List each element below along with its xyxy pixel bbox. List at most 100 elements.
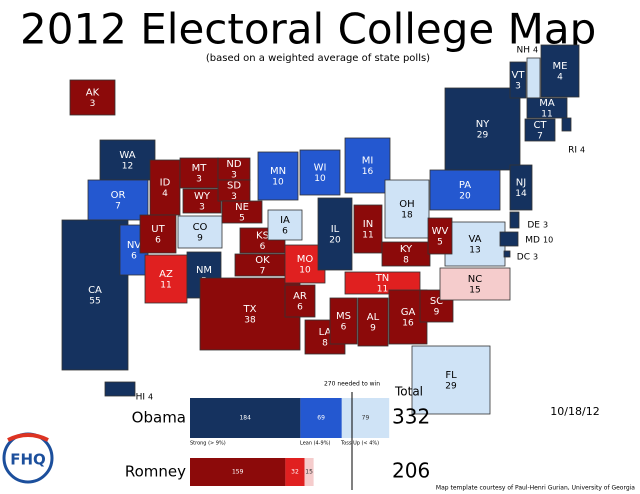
state-ev: 20 bbox=[459, 192, 471, 202]
state bbox=[199, 277, 301, 351]
state-ev: 8 bbox=[403, 256, 409, 266]
state-abbr: ID bbox=[160, 178, 171, 189]
state-ev: 3 bbox=[533, 253, 538, 262]
state-ev: 7 bbox=[260, 267, 266, 277]
tally-value: 79 bbox=[362, 415, 370, 422]
state bbox=[61, 219, 129, 371]
state-abbr: GA bbox=[401, 307, 416, 318]
state-ev: 16 bbox=[402, 319, 414, 329]
state-ev: 9 bbox=[197, 234, 203, 244]
state-abbr: SD bbox=[227, 181, 241, 192]
logo-swoosh bbox=[7, 433, 49, 442]
state-ev: 6 bbox=[297, 303, 303, 313]
state-ev: 4 bbox=[162, 189, 168, 199]
state-abbr: AK bbox=[86, 88, 100, 99]
state bbox=[344, 137, 391, 194]
state-abbr: TN bbox=[375, 273, 390, 284]
state-abbr: IA bbox=[280, 215, 290, 226]
state-abbr: VT bbox=[512, 70, 526, 81]
state-ev: 20 bbox=[329, 236, 341, 246]
state bbox=[139, 214, 177, 254]
state-ev: 55 bbox=[89, 297, 100, 307]
subtitle: (based on a weighted average of state po… bbox=[206, 53, 430, 64]
state bbox=[317, 197, 353, 271]
state bbox=[144, 254, 188, 304]
date: 10/18/12 bbox=[550, 405, 599, 418]
state-ev: 10 bbox=[299, 266, 311, 276]
state-ev: 3 bbox=[543, 221, 548, 230]
state-abbr: WY bbox=[194, 191, 211, 202]
state-abbr: CO bbox=[193, 222, 208, 233]
needed-label: 270 needed to win bbox=[324, 381, 380, 388]
state bbox=[299, 149, 341, 196]
state bbox=[329, 297, 358, 345]
rating-label: Strong (> 9%) bbox=[190, 441, 226, 447]
state-abbr: IL bbox=[331, 224, 340, 235]
state bbox=[284, 284, 316, 318]
candidate-name: Obama bbox=[132, 409, 186, 427]
state-ev: 13 bbox=[469, 246, 480, 256]
total-label: Total bbox=[394, 385, 423, 399]
state-ev: 3 bbox=[196, 175, 202, 185]
tally-bar bbox=[190, 458, 286, 486]
tally-bar bbox=[304, 458, 314, 486]
state bbox=[444, 221, 506, 267]
state-abbr: HI bbox=[136, 393, 145, 403]
state bbox=[509, 61, 527, 99]
state-abbr: SC bbox=[430, 296, 443, 307]
credit: Map template courtesy of Paul-Henri Guri… bbox=[436, 485, 635, 492]
state-ev: 3 bbox=[231, 171, 237, 181]
state bbox=[429, 169, 501, 211]
state-abbr: MI bbox=[362, 156, 374, 167]
state-abbr: ME bbox=[553, 61, 568, 72]
state-abbr: OR bbox=[111, 190, 126, 201]
state bbox=[509, 164, 533, 211]
tally-value: 69 bbox=[317, 415, 325, 422]
state bbox=[99, 139, 156, 181]
state bbox=[503, 250, 511, 258]
state bbox=[524, 118, 556, 142]
state bbox=[69, 79, 116, 116]
tally-bar bbox=[341, 398, 390, 438]
state-abbr: WA bbox=[119, 150, 135, 161]
state-ev: 3 bbox=[515, 82, 521, 92]
state-ev: 11 bbox=[362, 231, 373, 241]
state-ev: 6 bbox=[260, 242, 266, 252]
state-abbr: DC bbox=[517, 253, 530, 263]
state bbox=[427, 217, 453, 255]
state-abbr: OH bbox=[399, 199, 414, 210]
state bbox=[353, 204, 383, 254]
state-ev: 4 bbox=[148, 393, 153, 402]
state bbox=[439, 267, 511, 301]
state-abbr: FL bbox=[445, 370, 457, 381]
tally-value: 184 bbox=[239, 415, 251, 422]
state bbox=[411, 345, 491, 415]
state-ev: 9 bbox=[434, 308, 440, 318]
state-abbr: NJ bbox=[516, 178, 526, 189]
state-abbr: NE bbox=[235, 202, 249, 213]
state-ev: 8 bbox=[322, 339, 328, 349]
state-abbr: NC bbox=[468, 274, 482, 285]
state-ev: 10 bbox=[543, 236, 553, 245]
state-ev: 11 bbox=[541, 110, 552, 120]
state bbox=[561, 117, 572, 132]
state-abbr: PA bbox=[459, 180, 471, 191]
state-abbr: CT bbox=[533, 120, 547, 131]
state bbox=[104, 381, 136, 397]
state bbox=[221, 200, 263, 224]
state-ev: 14 bbox=[515, 189, 527, 199]
state-abbr: ND bbox=[226, 159, 241, 170]
state-ev: 29 bbox=[477, 131, 489, 141]
state-abbr: VA bbox=[468, 234, 481, 245]
state-abbr: MT bbox=[192, 163, 208, 174]
state-abbr: WV bbox=[432, 226, 449, 237]
state bbox=[509, 211, 520, 229]
state-ev: 15 bbox=[469, 286, 480, 296]
logo: FHQ bbox=[10, 451, 46, 469]
rating-label: Lean (4-9%) bbox=[300, 441, 330, 447]
state-abbr: TX bbox=[243, 304, 257, 315]
state-abbr: AR bbox=[293, 291, 307, 302]
state-abbr: MA bbox=[539, 98, 555, 109]
title: 2012 Electoral College Map bbox=[20, 5, 596, 54]
state-abbr: CA bbox=[88, 285, 102, 296]
